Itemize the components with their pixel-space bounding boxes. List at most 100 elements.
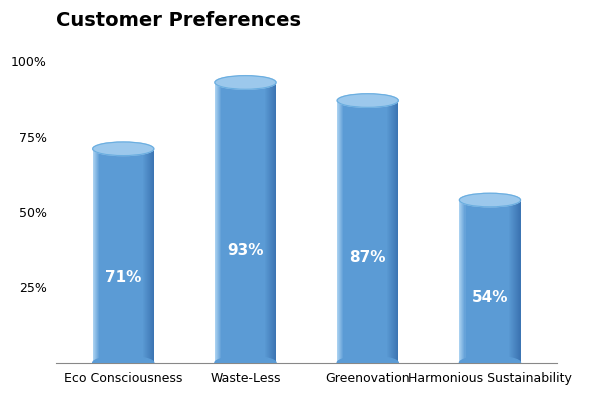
Bar	[462, 200, 464, 363]
Ellipse shape	[337, 356, 398, 369]
Bar	[339, 101, 340, 363]
Bar	[261, 82, 262, 363]
Bar	[505, 200, 507, 363]
Bar	[337, 101, 338, 363]
Bar	[379, 101, 380, 363]
Bar	[220, 82, 221, 363]
Bar	[119, 149, 120, 363]
Bar	[355, 101, 356, 363]
Bar	[394, 101, 395, 363]
Bar	[512, 200, 514, 363]
Bar	[226, 82, 227, 363]
Bar	[113, 149, 114, 363]
Bar	[396, 101, 398, 363]
Bar	[247, 82, 249, 363]
Bar	[502, 200, 504, 363]
Bar	[101, 149, 102, 363]
Bar	[500, 200, 501, 363]
Bar	[112, 149, 113, 363]
Bar	[388, 101, 389, 363]
Bar	[145, 149, 147, 363]
Bar	[514, 200, 515, 363]
Bar	[218, 82, 219, 363]
Bar	[232, 82, 233, 363]
Bar	[152, 149, 153, 363]
Bar	[378, 101, 379, 363]
Bar	[241, 82, 243, 363]
Bar	[372, 101, 373, 363]
Bar	[471, 200, 472, 363]
Bar	[141, 149, 142, 363]
Bar	[272, 82, 273, 363]
Bar	[468, 200, 469, 363]
Bar	[223, 82, 224, 363]
Bar	[397, 101, 398, 363]
Bar	[472, 200, 473, 363]
Bar	[475, 200, 476, 363]
Bar	[94, 149, 95, 363]
Bar	[518, 200, 519, 363]
Bar	[217, 82, 218, 363]
Bar	[126, 149, 127, 363]
Bar	[131, 149, 133, 363]
Bar	[216, 82, 217, 363]
Bar	[510, 200, 511, 363]
Bar	[494, 200, 495, 363]
Bar	[105, 149, 106, 363]
Bar	[219, 82, 220, 363]
Text: 71%: 71%	[105, 270, 141, 285]
Bar	[262, 82, 263, 363]
Bar	[382, 101, 383, 363]
Ellipse shape	[459, 356, 521, 369]
Bar	[95, 149, 96, 363]
Bar	[375, 101, 376, 363]
Bar	[479, 200, 480, 363]
Bar	[352, 101, 353, 363]
Bar	[135, 149, 137, 363]
Bar	[221, 82, 222, 363]
Bar	[346, 101, 348, 363]
Bar	[107, 149, 108, 363]
Bar	[148, 149, 149, 363]
Bar	[484, 200, 485, 363]
Bar	[111, 149, 112, 363]
Bar	[359, 101, 360, 363]
Bar	[127, 149, 128, 363]
Bar	[239, 82, 240, 363]
Bar	[360, 101, 362, 363]
Bar	[489, 200, 490, 363]
Bar	[386, 101, 387, 363]
Bar	[363, 101, 365, 363]
Bar	[476, 200, 477, 363]
Bar	[341, 101, 342, 363]
Bar	[519, 200, 521, 363]
Bar	[340, 101, 342, 363]
Bar	[370, 101, 371, 363]
Ellipse shape	[337, 94, 398, 107]
Bar	[461, 200, 462, 363]
Bar	[368, 101, 369, 363]
Bar	[358, 101, 359, 363]
Bar	[258, 82, 259, 363]
Bar	[487, 200, 488, 363]
Bar	[265, 82, 266, 363]
Bar	[349, 101, 350, 363]
Bar	[508, 200, 509, 363]
Bar	[498, 200, 499, 363]
Bar	[143, 149, 144, 363]
Bar	[229, 82, 230, 363]
Bar	[137, 149, 138, 363]
Bar	[373, 101, 374, 363]
Ellipse shape	[92, 356, 154, 369]
Bar	[392, 101, 393, 363]
Bar	[104, 149, 105, 363]
Bar	[465, 200, 466, 363]
Bar	[99, 149, 100, 363]
Bar	[480, 200, 481, 363]
Bar	[141, 149, 143, 363]
Bar	[474, 200, 475, 363]
Bar	[338, 101, 339, 363]
Bar	[464, 200, 465, 363]
Bar	[256, 82, 257, 363]
Bar	[92, 149, 94, 363]
